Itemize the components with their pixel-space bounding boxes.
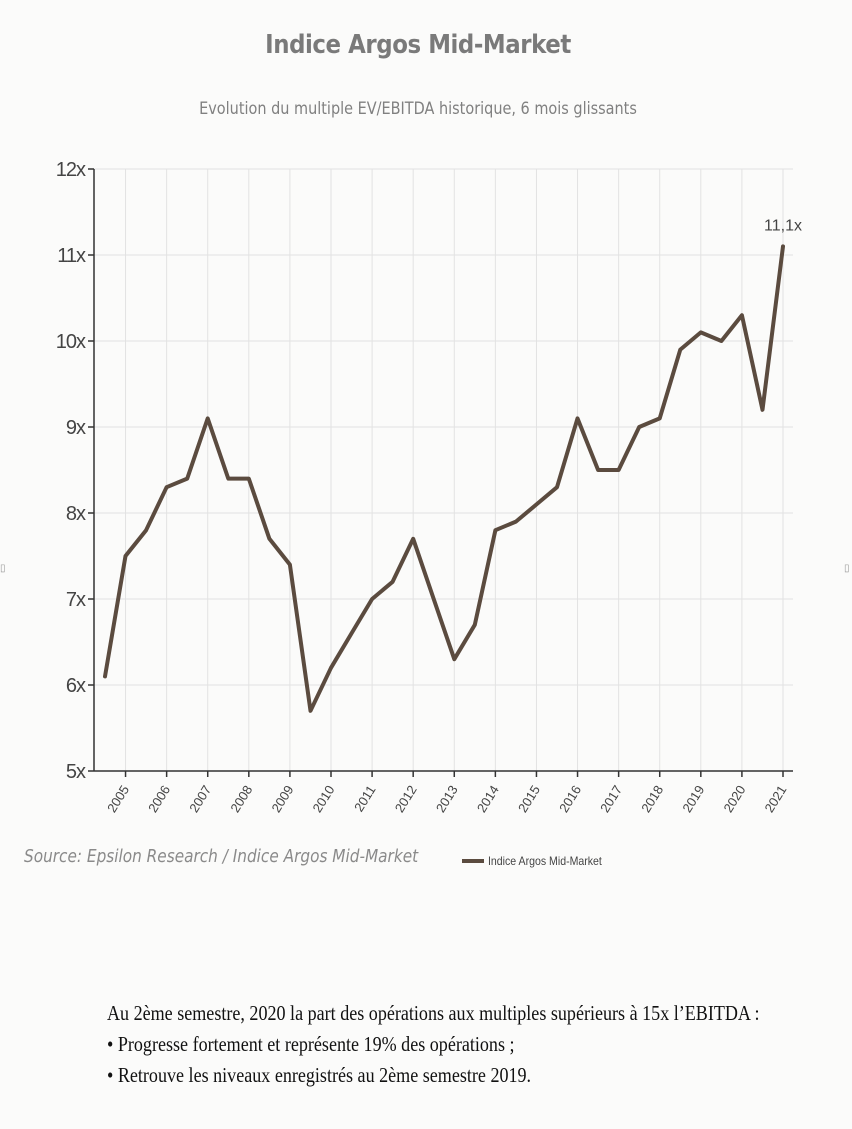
y-tick-label: 6x — [66, 675, 86, 697]
legend: Indice Argos Mid-Market — [462, 854, 617, 868]
x-tick-label: 2019 — [679, 783, 707, 815]
y-tick-label: 8x — [66, 503, 86, 525]
series-line — [103, 244, 785, 713]
grid — [94, 168, 793, 771]
series-layer — [103, 244, 785, 713]
y-tick-label: 9x — [66, 417, 86, 439]
data-point — [185, 477, 189, 481]
data-point — [432, 597, 436, 601]
x-tick-label: 2016 — [556, 783, 584, 815]
x-tick-label: 2017 — [597, 783, 625, 815]
data-point — [350, 631, 354, 635]
data-point — [699, 330, 703, 334]
data-point — [206, 416, 210, 420]
x-tick-label: 2006 — [145, 783, 173, 815]
data-point — [391, 580, 395, 584]
x-tick-label: 2018 — [638, 783, 666, 815]
data-point — [124, 554, 128, 558]
commentary-intro: Au 2ème semestre, 2020 la part des opéra… — [107, 1001, 760, 1025]
data-point — [719, 339, 723, 343]
data-point — [247, 477, 251, 481]
data-point — [596, 468, 600, 472]
x-tick-label: 2011 — [351, 783, 379, 815]
line-chart: 5x 6x 7x 8x 9x 10x 11x 12x 2005 2006 2007 2008 2009 2… — [56, 159, 802, 815]
legend-label: Indice Argos Mid-Market — [488, 854, 602, 868]
data-label: 11,1x — [764, 217, 802, 234]
data-point — [658, 416, 662, 420]
data-point — [514, 520, 518, 524]
x-tick-label: 2013 — [433, 783, 461, 815]
data-point — [493, 528, 497, 532]
data-point — [534, 502, 538, 506]
commentary: Au 2ème semestre, 2020 la part des opéra… — [107, 998, 760, 1091]
x-tick-label: 2008 — [227, 783, 255, 815]
axes — [88, 168, 793, 777]
data-point — [637, 425, 641, 429]
data-point — [740, 313, 744, 317]
x-tick-label: 2020 — [720, 783, 748, 815]
chart-subtitle: Evolution du multiple EV/EBITDA historiq… — [199, 99, 637, 119]
y-tick-label: 5x — [66, 761, 86, 783]
data-point — [144, 528, 148, 532]
data-point — [329, 666, 333, 670]
source-note: Source: Epsilon Research / Indice Argos … — [24, 846, 419, 867]
x-tick-label: 2010 — [309, 783, 337, 815]
y-tick-label: 11x — [57, 245, 86, 267]
x-tick-label: 2021 — [761, 783, 789, 815]
x-tick-label: 2005 — [104, 783, 132, 815]
data-point — [288, 563, 292, 567]
x-tick-label: 2007 — [186, 783, 214, 815]
data-point — [411, 537, 415, 541]
data-point — [617, 468, 621, 472]
data-point — [576, 416, 580, 420]
x-tick-label: 2012 — [392, 783, 420, 815]
data-point — [452, 657, 456, 661]
commentary-bullet: • Progresse fortement et représente 19% … — [107, 1032, 515, 1056]
data-point — [226, 477, 230, 481]
data-point — [760, 408, 764, 412]
y-tick-label: 7x — [66, 589, 86, 611]
chart-title: Indice Argos Mid-Market — [265, 30, 571, 60]
right-edge-mark: ▯ — [844, 563, 850, 574]
x-tick-label: 2009 — [268, 783, 296, 815]
data-point — [678, 348, 682, 352]
data-point — [165, 485, 169, 489]
x-tick-label: 2015 — [515, 783, 543, 815]
data-point — [308, 709, 312, 713]
left-edge-mark: ▯ — [0, 563, 6, 574]
x-tick-label: 2014 — [474, 783, 502, 815]
data-point — [103, 674, 107, 678]
data-point — [267, 537, 271, 541]
commentary-bullet: • Retrouve les niveaux enregistrés au 2è… — [107, 1063, 532, 1087]
y-tick-label: 12x — [56, 159, 86, 181]
data-point — [781, 244, 785, 248]
data-point — [473, 623, 477, 627]
y-tick-label: 10x — [56, 331, 86, 353]
legend-swatch — [462, 859, 484, 863]
data-point — [370, 597, 374, 601]
data-point — [555, 485, 559, 489]
